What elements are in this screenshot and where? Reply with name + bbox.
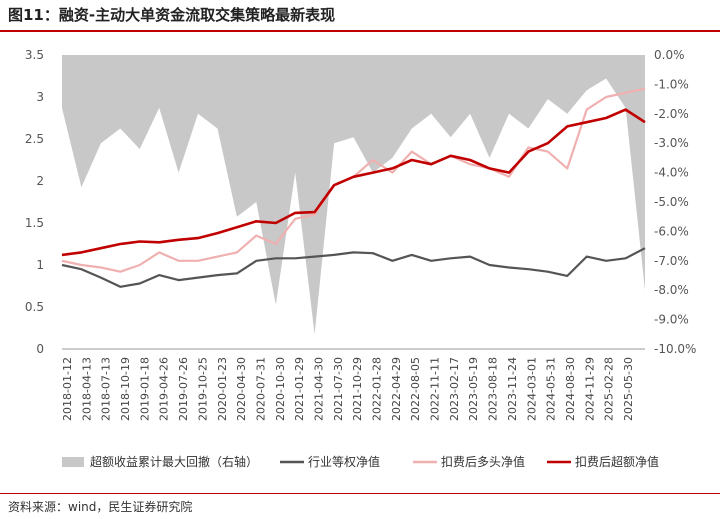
left-axis-ticks: 0 0.5 1 1.5 2 2.5 3 3.5 — [25, 48, 44, 356]
right-axis-ticks: 0.0% -1.0% -2.0% -3.0% -4.0% -5.0% -6.0% -7.0% -… — [654, 48, 696, 356]
series-line-3 — [61, 108, 646, 257]
x-tick-label: 2018-10-19 — [119, 357, 132, 421]
left-tick-label: 3.5 — [25, 48, 44, 62]
chart-canvas: 0 0.5 1 1.5 2 2.5 3 3.5 0.0% -1.0% -2.0% -3.0% -4.0… — [25, 48, 697, 469]
legend-label: 行业等权净值 — [308, 454, 380, 469]
figure-title: 图11：融资-主动大单资金流取交集策略最新表现 — [8, 6, 336, 24]
left-tick-label: 1.5 — [25, 216, 44, 230]
x-tick-label: 2023-02-17 — [448, 357, 461, 421]
right-tick-label: -4.0% — [654, 166, 689, 180]
x-tick-label: 2019-01-18 — [138, 357, 151, 421]
x-tick-label: 2021-04-30 — [312, 357, 325, 421]
left-tick-label: 1 — [36, 258, 44, 272]
x-tick-label: 2024-11-29 — [583, 357, 596, 421]
right-tick-label: -7.0% — [654, 254, 689, 268]
x-tick-label: 2023-11-24 — [506, 357, 519, 421]
x-tick-label: 2024-03-01 — [525, 357, 538, 421]
x-tick-label: 2025-02-28 — [603, 357, 616, 421]
x-tick-label: 2025-05-30 — [622, 357, 635, 421]
series-line-1 — [61, 247, 646, 288]
x-tick-label: 2023-08-18 — [487, 357, 500, 421]
series-lines-layer — [61, 87, 646, 288]
right-tick-label: -6.0% — [654, 224, 689, 238]
left-tick-label: 2.5 — [25, 132, 44, 146]
x-tick-label: 2023-05-19 — [467, 357, 480, 421]
x-tick-label: 2020-07-31 — [254, 357, 267, 421]
right-tick-label: 0.0% — [654, 48, 685, 62]
right-tick-label: -2.0% — [654, 107, 689, 121]
x-tick-label: 2020-04-30 — [235, 357, 248, 421]
right-tick-label: -3.0% — [654, 136, 689, 150]
legend-swatch — [62, 457, 84, 467]
legend: 超额收益累计最大回撤（右轴） 行业等权净值 扣费后多头净值 扣费后超额净值 — [62, 454, 659, 469]
source-note: 资料来源：wind，民生证券研究院 — [8, 500, 193, 514]
legend-label: 超额收益累计最大回撤（右轴） — [90, 454, 258, 469]
x-tick-label: 2020-01-23 — [216, 357, 229, 421]
title-underline — [0, 30, 720, 32]
x-tick-label: 2018-01-12 — [61, 357, 74, 421]
legend-label: 扣费后超额净值 — [575, 454, 659, 469]
x-tick-label: 2022-04-29 — [390, 357, 403, 421]
x-tick-label: 2019-10-25 — [196, 357, 209, 421]
x-tick-label: 2022-08-05 — [409, 357, 422, 421]
x-axis-ticks: 2018-01-12 2018-04-13 2018-07-13 2018-10-19… — [61, 357, 635, 421]
x-tick-label: 2024-05-31 — [545, 357, 558, 421]
left-tick-label: 2 — [36, 174, 44, 188]
left-tick-label: 3 — [36, 90, 44, 104]
x-tick-label: 2021-07-30 — [332, 357, 345, 421]
x-tick-label: 2021-10-29 — [351, 357, 364, 421]
left-tick-label: 0.5 — [25, 300, 44, 314]
legend-label: 扣费后多头净值 — [441, 454, 525, 469]
right-tick-label: -5.0% — [654, 195, 689, 209]
x-tick-label: 2020-10-30 — [274, 357, 287, 421]
right-tick-label: -9.0% — [654, 313, 689, 327]
x-tick-label: 2022-01-28 — [371, 357, 384, 421]
left-tick-label: 0 — [36, 342, 44, 356]
x-tick-label: 2022-11-11 — [429, 357, 442, 421]
x-tick-label: 2021-01-29 — [293, 357, 306, 421]
series-area-0 — [62, 55, 645, 335]
source-separator — [0, 493, 720, 494]
drawdown-area-layer — [62, 55, 645, 335]
x-tick-label: 2019-07-26 — [177, 357, 190, 421]
x-tick-label: 2024-08-30 — [564, 357, 577, 421]
right-tick-label: -1.0% — [654, 77, 689, 91]
x-tick-label: 2019-04-26 — [158, 357, 171, 421]
x-tick-label: 2018-04-13 — [80, 357, 93, 421]
right-tick-label: -10.0% — [654, 342, 696, 356]
right-tick-label: -8.0% — [654, 283, 689, 297]
x-tick-label: 2018-07-13 — [100, 357, 113, 421]
